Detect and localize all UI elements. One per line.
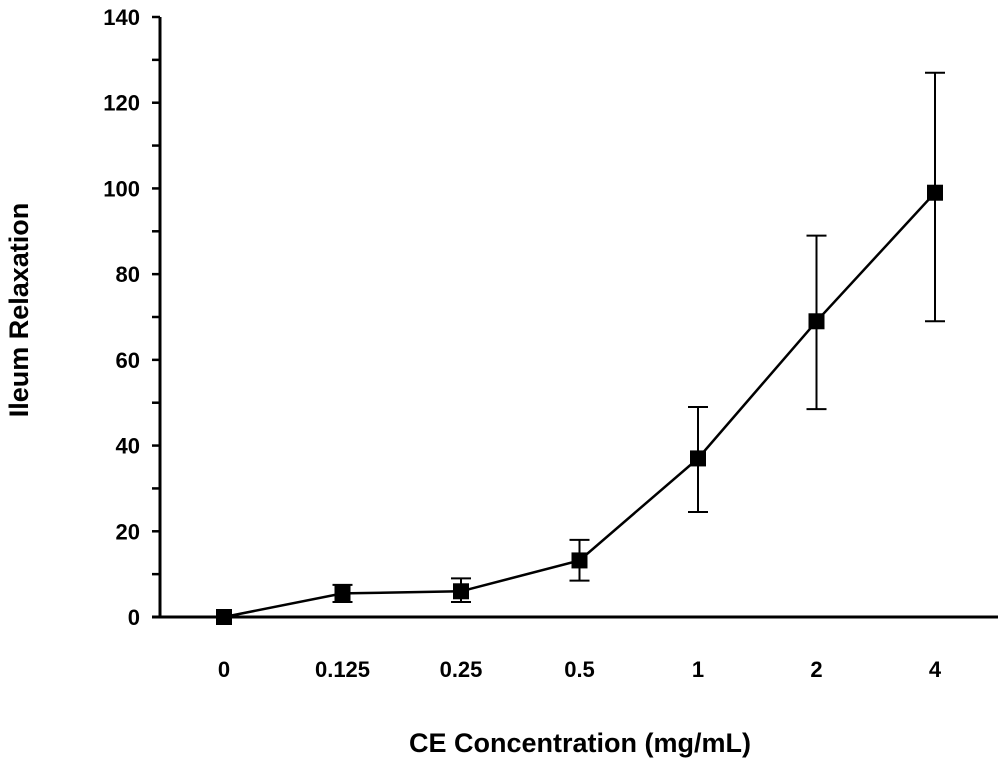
x-tick-label: 4 <box>929 657 942 682</box>
axes <box>152 17 998 619</box>
data-point <box>216 609 232 625</box>
y-tick-label: 100 <box>103 176 140 201</box>
x-axis-ticks: 0 0.125 0.25 0.5 1 2 4 <box>218 657 942 682</box>
x-tick-label: 0 <box>218 657 230 682</box>
x-tick-label: 1 <box>692 657 704 682</box>
data-point <box>334 585 351 602</box>
error-bars <box>332 71 945 603</box>
y-tick-label: 80 <box>116 262 140 287</box>
data-point <box>453 583 469 600</box>
y-tick-label: 20 <box>116 519 140 544</box>
y-tick-label: 40 <box>116 434 140 459</box>
data-point <box>571 552 588 569</box>
x-tick-label: 0.5 <box>564 657 595 682</box>
series <box>216 184 943 625</box>
data-point <box>927 184 943 201</box>
data-point <box>808 313 825 330</box>
y-tick-label: 60 <box>116 348 140 373</box>
y-axis-title: Ileum Relaxation <box>4 203 34 418</box>
y-tick-label: 0 <box>128 605 140 630</box>
x-tick-label: 0.125 <box>315 657 370 682</box>
data-point <box>690 450 706 467</box>
y-tick-label: 120 <box>103 91 140 116</box>
y-axis-ticks: 0 20 40 60 80 100 120 140 <box>103 5 160 630</box>
x-axis-title: CE Concentration (mg/mL) <box>409 728 751 758</box>
y-tick-label: 140 <box>103 5 140 30</box>
x-tick-label: 2 <box>810 657 822 682</box>
x-tick-label: 0.25 <box>440 657 483 682</box>
